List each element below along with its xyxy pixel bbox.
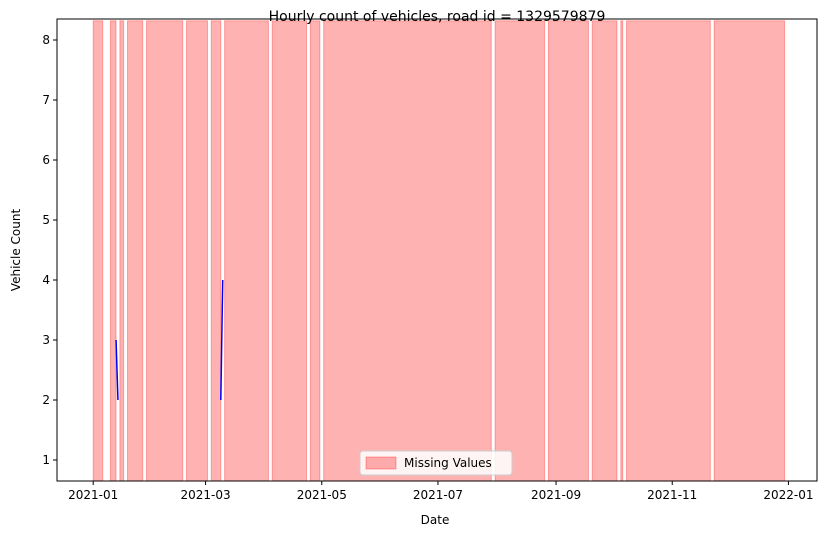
missing-values-span xyxy=(146,20,184,482)
legend-box xyxy=(359,450,513,476)
x-axis-title: Date xyxy=(421,513,450,527)
missing-values-span xyxy=(626,20,711,482)
y-tick-label: 5 xyxy=(42,213,50,227)
y-tick-label: 1 xyxy=(42,453,50,467)
plot-frame xyxy=(56,18,818,482)
missing-values-span xyxy=(494,20,546,482)
missing-values-span xyxy=(271,20,308,482)
missing-values-span xyxy=(119,20,125,482)
y-tick-label: 6 xyxy=(42,153,50,167)
x-tick-label: 2021-03 xyxy=(181,488,231,502)
x-tick-label: 2021-05 xyxy=(297,488,347,502)
y-tick-label: 4 xyxy=(42,273,50,287)
x-tick-label: 2021-07 xyxy=(413,488,463,502)
x-tick-label: 2021-01 xyxy=(68,488,118,502)
missing-values-span xyxy=(591,20,618,482)
missing-values-span xyxy=(109,20,117,482)
y-tick-label: 8 xyxy=(42,33,50,47)
missing-values-span xyxy=(92,20,104,482)
x-tick-label: 2021-09 xyxy=(531,488,581,502)
missing-values-span xyxy=(713,20,786,482)
missing-values-span xyxy=(224,20,269,482)
missing-values-span xyxy=(547,20,589,482)
missing-values-span xyxy=(309,20,321,482)
y-tick-label: 7 xyxy=(42,93,50,107)
series-line-segment xyxy=(115,339,119,401)
series-line-layer xyxy=(115,279,224,401)
y-tick-label: 3 xyxy=(42,333,50,347)
missing-values-span xyxy=(126,20,144,482)
y-axis: 1 2 3 4 5 6 7 8 xyxy=(42,33,57,467)
y-tick-label: 2 xyxy=(42,393,50,407)
y-axis-title: Vehicle Count xyxy=(9,209,23,292)
x-tick-label: 2021-11 xyxy=(647,488,697,502)
x-tick-label: 2022-01 xyxy=(763,488,813,502)
missing-values-layer xyxy=(92,20,786,482)
missing-values-span xyxy=(186,20,208,482)
legend-label-missing-values: Missing Values xyxy=(404,456,492,470)
legend-swatch-missing-values xyxy=(365,456,397,470)
series-line-segment xyxy=(220,279,224,401)
missing-values-span xyxy=(620,20,624,482)
missing-values-span xyxy=(210,20,222,482)
chart-title: Hourly count of vehicles, road id = 1329… xyxy=(269,9,606,25)
legend: Missing Values xyxy=(359,450,513,476)
x-axis: 2021-01 2021-03 2021-05 2021-07 2021-09 2021-… xyxy=(68,481,813,502)
missing-values-span xyxy=(323,20,492,482)
